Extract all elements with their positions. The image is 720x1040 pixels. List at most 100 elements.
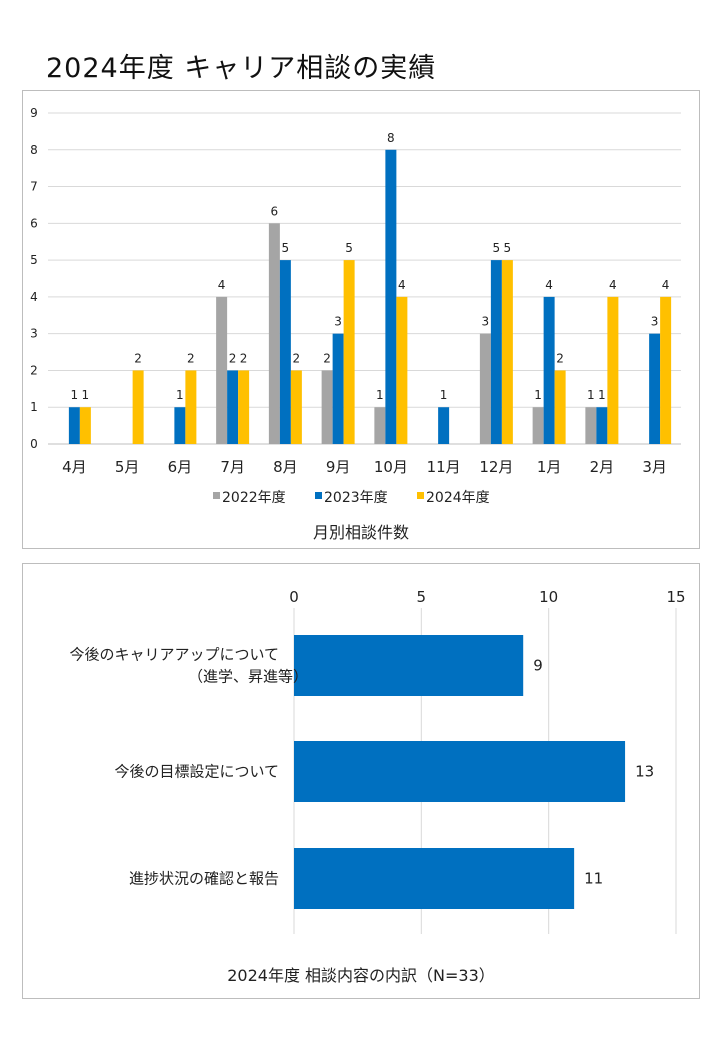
data-label: 4 — [218, 278, 226, 292]
bar-2024年度 — [501, 260, 513, 444]
bar-2024年度 — [396, 296, 408, 444]
y-tick-label: 2 — [30, 363, 38, 377]
data-label: 6 — [271, 204, 279, 218]
bar-2023年度 — [227, 370, 239, 444]
category-label: 進捗状況の確認と報告 — [129, 870, 279, 888]
bar-2024年度 — [607, 296, 619, 444]
legend-label: 2024年度 — [426, 490, 490, 506]
data-label: 13 — [635, 763, 654, 781]
x-tick-label: 7月 — [220, 458, 245, 476]
x-tick-label: 8月 — [273, 458, 298, 476]
breakdown-chart-frame: 0 5 10 15 9 今後のキャリアアップについて （進学、昇進等） 13 今後の目標設定につ… — [22, 563, 700, 999]
legend-label: 2023年度 — [324, 490, 388, 506]
x-tick-label: 5月 — [115, 458, 140, 476]
bar — [294, 741, 626, 802]
bar — [294, 635, 524, 696]
bar-2023年度 — [649, 333, 661, 444]
bar-2024年度 — [238, 370, 250, 444]
bar-2023年度 — [385, 149, 397, 444]
x-tick-label: 11月 — [427, 458, 461, 476]
category-label: 今後の目標設定について — [114, 763, 279, 781]
data-label: 1 — [82, 388, 90, 402]
data-label: 2 — [240, 351, 248, 365]
legend-swatch — [315, 492, 322, 499]
chart-title: 2024年度 相談内容の内訳（N=33） — [227, 966, 495, 985]
bar-2024年度 — [185, 370, 197, 444]
x-tick-label: 2月 — [590, 458, 615, 476]
y-tick-label: 4 — [30, 290, 38, 304]
x-tick-label: 3月 — [642, 458, 667, 476]
data-label: 2 — [134, 351, 142, 365]
data-label: 8 — [387, 131, 395, 145]
data-label: 2 — [323, 351, 331, 365]
y-tick-label: 9 — [30, 106, 38, 120]
x-tick-label: 0 — [289, 588, 299, 606]
bar-2023年度 — [279, 260, 291, 444]
data-label: 3 — [651, 315, 659, 329]
x-tick-label: 5 — [417, 588, 427, 606]
data-label: 1 — [440, 388, 448, 402]
y-tick-label: 8 — [30, 143, 38, 157]
data-label: 2 — [293, 351, 301, 365]
bar-2022年度 — [216, 296, 228, 444]
x-tick-label: 10月 — [374, 458, 408, 476]
bar-2024年度 — [660, 296, 672, 444]
bar-2024年度 — [554, 370, 566, 444]
x-tick-label: 4月 — [62, 458, 87, 476]
x-tick-label: 9月 — [326, 458, 351, 476]
data-label: 4 — [609, 278, 617, 292]
data-label: 3 — [482, 315, 490, 329]
data-label: 5 — [493, 241, 501, 255]
bar — [294, 848, 575, 909]
bar-2022年度 — [532, 407, 544, 444]
bar-2024年度 — [343, 260, 355, 444]
y-tick-label: 5 — [30, 253, 38, 267]
data-label: 1 — [176, 388, 184, 402]
x-tick-label: 12月 — [479, 458, 513, 476]
data-label: 1 — [376, 388, 384, 402]
data-label: 2 — [187, 351, 195, 365]
x-tick-label: 6月 — [168, 458, 193, 476]
bar-2022年度 — [585, 407, 597, 444]
data-label: 5 — [345, 241, 353, 255]
x-tick-label: 10 — [539, 588, 558, 606]
bar-2022年度 — [374, 407, 386, 444]
bar-2024年度 — [290, 370, 302, 444]
data-label: 3 — [334, 315, 342, 329]
data-label: 2 — [556, 351, 564, 365]
bar-2024年度 — [79, 407, 91, 444]
category-label: （進学、昇進等） — [188, 668, 308, 686]
legend-label: 2022年度 — [222, 490, 286, 506]
y-tick-label: 7 — [30, 180, 38, 194]
monthly-chart-frame: 0 1 2 3 4 5 6 7 8 9 4月 1 1 5月 2 6月 1 2 7月 4 2 2 8月 6 5 2 9月 2 3 5 10月 1… — [22, 90, 700, 549]
bar-2023年度 — [332, 333, 344, 444]
y-tick-label: 0 — [30, 437, 38, 451]
bar-2023年度 — [490, 260, 502, 444]
bar-2023年度 — [596, 407, 608, 444]
bar-2023年度 — [174, 407, 186, 444]
bar-2023年度 — [543, 296, 555, 444]
bar-2023年度 — [68, 407, 80, 444]
consultation-breakdown-chart: 0 5 10 15 9 今後のキャリアアップについて （進学、昇進等） 13 今後の目標設定につ… — [69, 588, 685, 985]
chart-title: 月別相談件数 — [313, 523, 409, 542]
data-label: 11 — [584, 870, 603, 888]
data-label: 5 — [504, 241, 512, 255]
data-label: 4 — [398, 278, 406, 292]
bar-2022年度 — [321, 370, 333, 444]
data-label: 4 — [545, 278, 553, 292]
data-label: 5 — [282, 241, 290, 255]
y-tick-label: 6 — [30, 216, 38, 230]
bar-2022年度 — [479, 333, 491, 444]
legend-swatch — [417, 492, 424, 499]
data-label: 1 — [534, 388, 542, 402]
data-label: 9 — [533, 657, 543, 675]
x-tick-label: 15 — [666, 588, 685, 606]
category-label: 今後のキャリアアップについて — [69, 646, 279, 664]
bar-2024年度 — [132, 370, 144, 444]
data-label: 1 — [71, 388, 79, 402]
data-label: 1 — [598, 388, 606, 402]
data-label: 2 — [229, 351, 237, 365]
data-label: 1 — [587, 388, 595, 402]
